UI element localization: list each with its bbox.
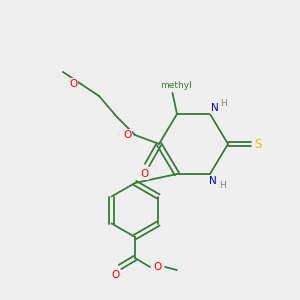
Text: O: O [153,262,162,272]
Text: H: H [220,99,227,108]
Text: S: S [254,137,262,151]
Text: O: O [111,269,120,280]
Text: O: O [140,169,148,179]
Text: methyl: methyl [160,81,191,90]
Text: O: O [123,130,132,140]
Text: N: N [211,103,218,113]
Text: N: N [209,176,217,187]
Text: H: H [219,182,225,190]
Text: O: O [69,79,78,89]
